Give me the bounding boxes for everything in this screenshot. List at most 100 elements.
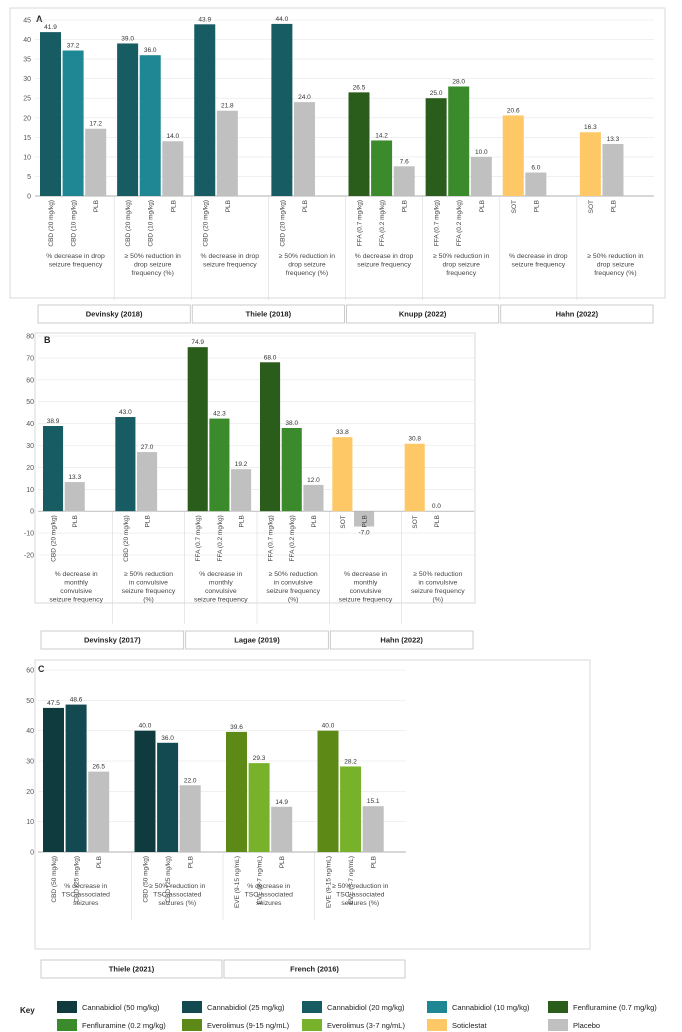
bar	[194, 24, 216, 197]
bar-category-label: FFA (0.2 mg/kg)	[217, 515, 224, 561]
bar-category-label: CBD (10 mg/kg)	[71, 200, 78, 247]
bar	[88, 771, 110, 852]
y-tick-label: 20	[26, 465, 34, 472]
data-label: 39.6	[230, 724, 243, 731]
data-label: 20.6	[507, 107, 520, 114]
data-label: 13.3	[68, 474, 81, 481]
study-label: Thiele (2021)	[109, 965, 155, 974]
study-label: Lagae (2019)	[234, 636, 280, 645]
group-category-label: ≥ 50% reduction in drop seizure frequency …	[125, 253, 181, 277]
y-tick-label: 60	[26, 668, 34, 675]
group-category-label: % decrease in drop seizure frequency	[201, 253, 260, 269]
bar-category-label: PLB	[371, 856, 378, 868]
bar-category-label: FFA (0.7 mg/kg)	[268, 515, 275, 561]
bar-category-label: FFA (0.7 mg/kg)	[195, 515, 202, 561]
key-label: Everolimus (3-7 ng/mL)	[327, 1021, 405, 1030]
study-label: Knupp (2022)	[399, 310, 447, 319]
bar	[40, 32, 61, 196]
data-label: 26.5	[92, 764, 105, 771]
group-category-label: % decrease in monthly convulsive seizure fr…	[49, 571, 103, 604]
bar	[248, 763, 270, 852]
study-box	[37, 304, 191, 324]
bar	[134, 730, 156, 852]
key-label: Cannabidiol (50 mg/kg)	[82, 1003, 160, 1012]
bar	[293, 102, 315, 196]
data-label: 16.3	[584, 124, 597, 131]
bar-category-label: CBD (20 mg/kg)	[48, 200, 55, 247]
group-category-label: % decrease in drop seizure frequency	[355, 253, 414, 269]
bar	[271, 23, 293, 196]
bar-category-label: SOT	[511, 200, 518, 213]
bar-category-label: PLB	[145, 515, 152, 527]
key-label: Fenfluramine (0.7 mg/kg)	[573, 1003, 657, 1012]
bar	[393, 166, 415, 196]
bar	[162, 141, 184, 196]
data-label: 74.9	[191, 339, 204, 346]
group-category-label: ≥ 50% reduction in convulsive seizure freq…	[411, 571, 465, 604]
bar	[209, 418, 230, 512]
data-label: 36.0	[161, 735, 174, 742]
study-label: Hahn (2022)	[380, 636, 423, 645]
data-label: 21.8	[221, 103, 234, 110]
study-box	[223, 959, 406, 979]
bar	[115, 417, 136, 512]
bar-category-label: SOT	[412, 515, 419, 528]
group-category-label: % decrease in TSC-associated seizures	[245, 883, 294, 907]
y-tick-label: -10	[24, 531, 34, 538]
data-label: 12.0	[307, 477, 320, 484]
y-tick-label: 20	[23, 115, 31, 122]
key-label: Placebo	[573, 1021, 600, 1030]
bar-category-label: EVE (9-15 ng/mL)	[234, 856, 241, 908]
y-tick-label: 40	[23, 37, 31, 44]
bar-category-label: PLB	[188, 856, 195, 868]
bar	[43, 707, 64, 852]
key-title: Key	[20, 1006, 35, 1015]
bar-category-label: FFA (0.2 mg/kg)	[289, 515, 296, 561]
bar-category-label: PLB	[72, 515, 79, 527]
bar-category-label: CBD (20 mg/kg)	[202, 200, 209, 247]
bar-category-label: CBD (25 mg/kg)	[165, 856, 172, 903]
study-label: Devinsky (2017)	[84, 636, 141, 645]
bar	[260, 362, 281, 512]
group-category-label: ≥ 50% reduction in drop seizure frequency …	[279, 253, 335, 277]
bar	[470, 156, 492, 196]
bar-category-label: EVE (3-7 ng/mL)	[257, 856, 264, 904]
group-category-label: ≥ 50% reduction in convulsive seizure freq…	[122, 571, 176, 604]
bar-category-label: CBD (25 mg/kg)	[74, 856, 81, 903]
data-label: 37.2	[67, 43, 80, 50]
group-category-label: ≥ 50% reduction in TSC-associated seizures…	[149, 883, 205, 907]
bar	[43, 426, 64, 512]
bar-category-label: FFA (0.7 mg/kg)	[434, 200, 441, 246]
data-label: 14.2	[375, 132, 388, 139]
y-tick-label: 10	[26, 487, 34, 494]
data-label: 28.2	[344, 758, 357, 765]
key-label: Cannabidiol (20 mg/kg)	[327, 1003, 405, 1012]
study-box	[500, 304, 654, 324]
bar-category-label: CBD (20 mg/kg)	[125, 200, 132, 247]
bar-category-label: CBD (50 mg/kg)	[143, 856, 150, 903]
bar-category-label: PLB	[279, 856, 286, 868]
data-label: 40.0	[139, 723, 152, 730]
key-swatch	[57, 1019, 77, 1031]
data-label: 7.6	[400, 158, 409, 165]
key-swatch	[302, 1019, 322, 1031]
group-category-label: % decrease in drop seizure frequency	[46, 253, 105, 269]
data-label: 17.2	[89, 121, 102, 128]
study-label: French (2016)	[290, 965, 339, 974]
key-swatch	[57, 1001, 77, 1013]
bar-category-label: CBD (20 mg/kg)	[123, 515, 130, 562]
data-label: 26.5	[353, 84, 366, 91]
bar-category-label: PLB	[402, 200, 409, 212]
y-tick-label: 10	[26, 819, 34, 826]
key-swatch	[427, 1019, 447, 1031]
bar-category-label: EVE (3-7 ng/mL)	[348, 856, 355, 904]
y-tick-label: 40	[26, 728, 34, 735]
data-label: 38.0	[285, 420, 298, 427]
y-tick-label: -20	[24, 553, 34, 560]
bar	[525, 172, 547, 196]
bar	[317, 730, 339, 852]
bar	[354, 511, 375, 527]
group-category-label: % decrease in monthly convulsive seizure fr…	[194, 571, 248, 604]
bar-category-label: PLB	[170, 200, 177, 212]
